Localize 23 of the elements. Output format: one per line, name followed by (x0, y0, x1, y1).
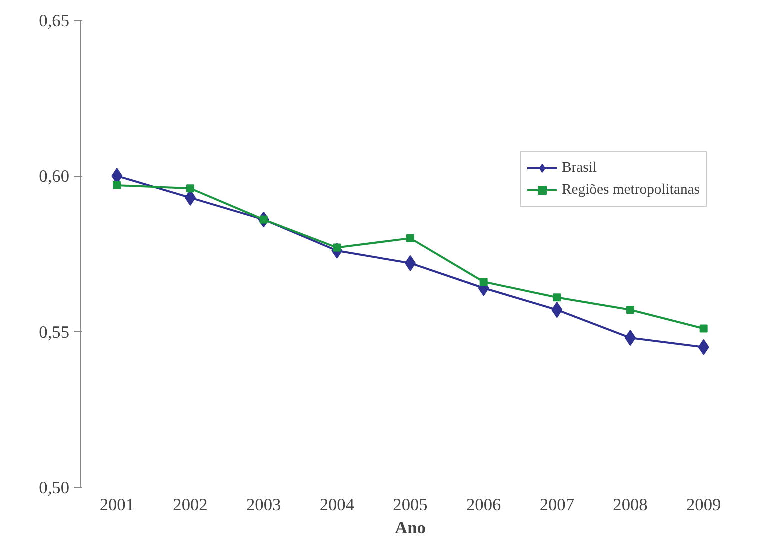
y-tick-label: 0,55 (39, 322, 70, 342)
point (553, 294, 562, 302)
point (113, 182, 122, 190)
x-tick-label: 2004 (320, 496, 355, 514)
y-tick-label: 0,50 (39, 478, 70, 498)
point (626, 306, 634, 314)
x-tick-label: 2006 (466, 496, 502, 514)
x-tick-label: 2009 (686, 496, 722, 514)
x-tick-label: 2008 (613, 496, 648, 514)
x-tick-label: 2005 (393, 496, 428, 514)
x-tick-label: 2001 (100, 496, 134, 514)
point (186, 184, 194, 193)
y-tick-label: 0,60 (39, 167, 70, 186)
point (480, 278, 488, 286)
x-axis-title: Ano (395, 518, 426, 538)
x-tick-label: 2002 (173, 496, 208, 514)
point (406, 234, 414, 242)
point (700, 324, 708, 333)
legend-label: Brasil (562, 160, 598, 176)
x-tick-label: 2007 (540, 496, 575, 514)
y-tick-label: 0,65 (39, 12, 70, 30)
x-tick-label: 2003 (246, 496, 282, 514)
legend-label: Regiões metropolitanas (562, 182, 700, 198)
